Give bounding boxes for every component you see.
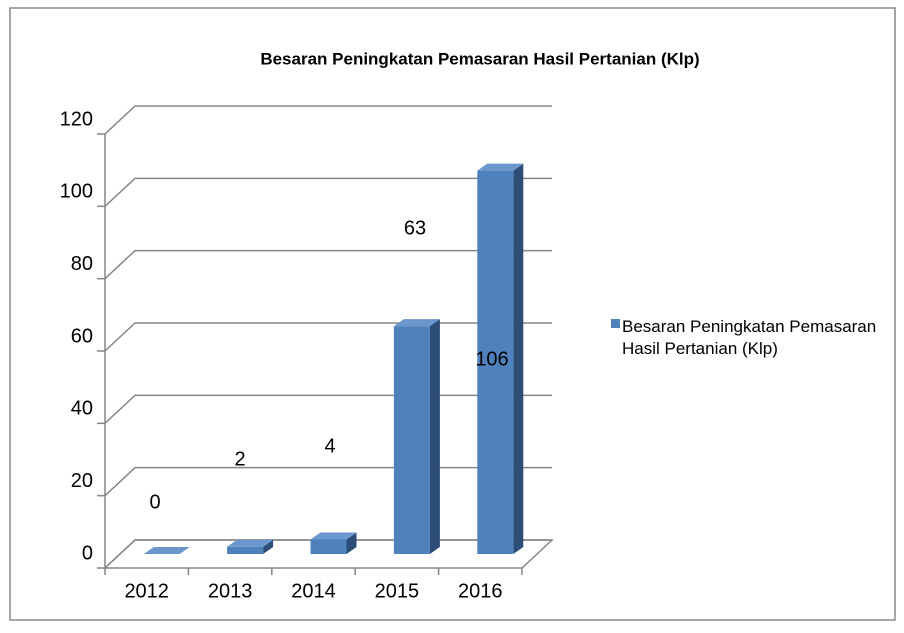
data-label: 0 [149,491,160,513]
x-tick-label: 2016 [458,580,503,602]
bar [393,326,430,554]
bar [227,546,264,554]
y-tick-label: 40 [71,398,93,420]
legend-label: Besaran Peningkatan Pemasaran Hasil Pert… [622,317,877,358]
bar-top [227,539,274,547]
y-tick-label: 80 [71,253,93,275]
chart-border [9,7,896,621]
data-label: 4 [324,435,335,457]
grid-line [104,249,552,280]
bar-side [429,319,440,554]
bar-top [477,163,524,171]
y-tick-label: 60 [71,325,93,347]
x-tick-label: 2013 [208,580,253,602]
bar-side [513,163,524,554]
grid-line [104,105,552,135]
y-tick-label: 20 [71,470,93,492]
bar-top [143,547,190,554]
data-label: 2 [234,448,245,470]
legend-swatch [611,319,620,328]
bar-top [393,319,440,327]
y-tick-label: 0 [82,542,93,564]
data-label: 63 [404,217,426,239]
bar-top [310,532,357,540]
bar [310,539,347,554]
bar-side [263,539,274,554]
x-tick-label: 2012 [124,580,169,602]
bar [477,170,514,554]
data-label: 106 [475,348,508,370]
x-tick-label: 2014 [291,580,336,602]
chart-title: Besaran Peningkatan Pemasaran Hasil Pert… [260,49,699,68]
bar-side [346,532,357,554]
y-tick-label: 120 [60,108,93,130]
y-tick-label: 100 [60,181,93,203]
grid-line [104,177,552,207]
x-tick-label: 2015 [375,580,420,602]
